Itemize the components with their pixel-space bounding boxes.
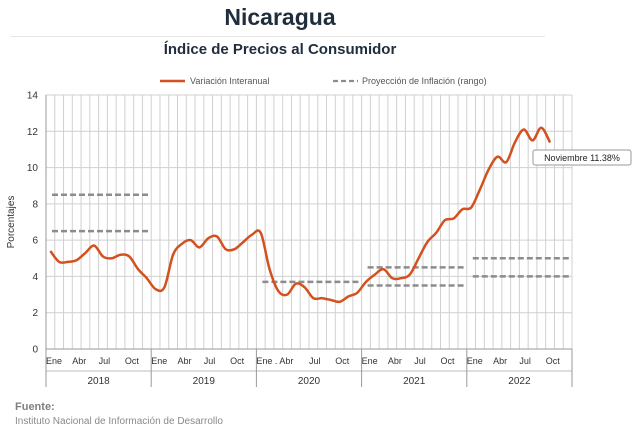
x-tick-label: Oct xyxy=(546,356,561,366)
y-tick-label: 8 xyxy=(32,199,38,210)
x-tick-label: Ene xyxy=(467,356,483,366)
x-tick-label: Ene . Abr xyxy=(256,356,293,366)
x-tick-label: Abr xyxy=(178,356,192,366)
year-label: 2021 xyxy=(403,376,426,387)
y-axis-label: Porcentajes xyxy=(6,196,17,249)
y-tick-label: 2 xyxy=(32,308,38,319)
y-tick-label: 6 xyxy=(32,236,38,247)
year-label: 2019 xyxy=(193,376,216,387)
chart-subtitle: Índice de Precios al Consumidor xyxy=(163,41,397,58)
year-label: 2018 xyxy=(87,376,110,387)
x-tick-label: Jul xyxy=(519,356,531,366)
source-text: Instituto Nacional de Información de Des… xyxy=(15,416,223,427)
x-tick-label: Oct xyxy=(125,356,140,366)
annotation-box xyxy=(532,149,632,166)
source-label: Fuente: xyxy=(15,401,55,413)
x-tick-label: Abr xyxy=(388,356,402,366)
year-label: 2022 xyxy=(508,376,531,387)
y-tick-label: 14 xyxy=(27,91,39,102)
y-tick-label: 4 xyxy=(32,272,38,283)
x-tick-label: Abr xyxy=(72,356,86,366)
x-tick-label: Ene xyxy=(362,356,378,366)
x-tick-label: Jul xyxy=(99,356,111,366)
chart-title: Nicaragua xyxy=(224,4,336,30)
x-tick-label: Ene xyxy=(46,356,62,366)
x-tick-label: Jul xyxy=(309,356,321,366)
annotation-label: Noviembre 11.38% xyxy=(544,153,620,163)
legend-label-variacion: Variación Interanual xyxy=(190,76,269,86)
x-tick-label: Ene xyxy=(151,356,167,366)
x-tick-label: Jul xyxy=(414,356,426,366)
y-tick-label: 12 xyxy=(27,127,39,138)
x-tick-label: Oct xyxy=(230,356,245,366)
y-tick-label: 10 xyxy=(27,163,39,174)
x-tick-label: Jul xyxy=(204,356,216,366)
series-line-variacion-interanual xyxy=(49,126,552,304)
y-tick-label: 0 xyxy=(32,345,38,356)
x-tick-label: Oct xyxy=(441,356,456,366)
title-divider xyxy=(10,36,545,37)
x-tick-label: Oct xyxy=(335,356,350,366)
year-label: 2020 xyxy=(298,376,321,387)
x-tick-label: Abr xyxy=(493,356,507,366)
legend-label-proyeccion: Proyección de Inflación (rango) xyxy=(362,76,487,86)
